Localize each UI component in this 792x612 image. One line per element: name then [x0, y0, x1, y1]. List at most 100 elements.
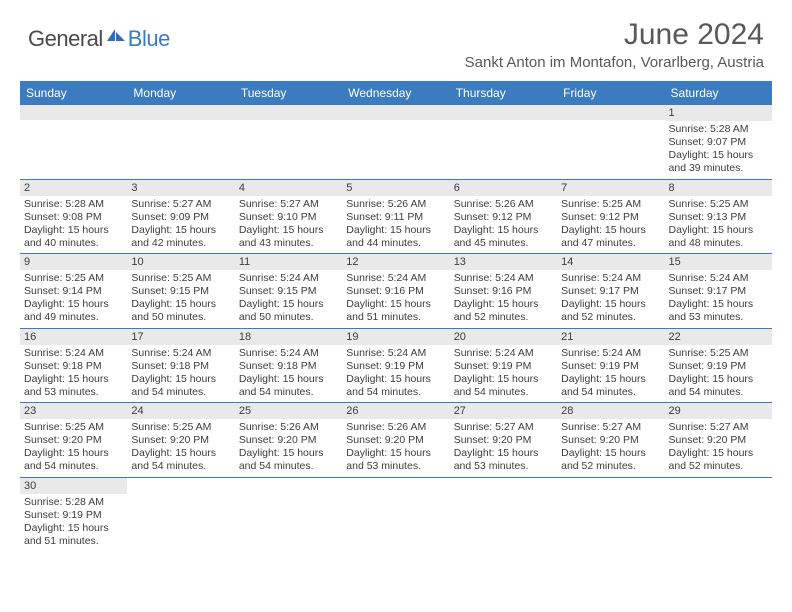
day-details: Sunrise: 5:26 AMSunset: 9:20 PMDaylight:…: [235, 419, 342, 477]
page-header: General Blue June 2024 Sankt Anton im Mo…: [0, 0, 792, 77]
day-details: Sunrise: 5:24 AMSunset: 9:19 PMDaylight:…: [342, 345, 449, 403]
day-cell: 30Sunrise: 5:28 AMSunset: 9:19 PMDayligh…: [20, 477, 127, 551]
day-details: Sunrise: 5:26 AMSunset: 9:20 PMDaylight:…: [342, 419, 449, 477]
logo-text-blue: Blue: [128, 26, 170, 52]
day-number: 12: [342, 254, 449, 270]
day-details: Sunrise: 5:25 AMSunset: 9:12 PMDaylight:…: [557, 196, 664, 254]
day-number: 7: [557, 180, 664, 196]
day-cell: 11Sunrise: 5:24 AMSunset: 9:15 PMDayligh…: [235, 254, 342, 329]
day-number: 9: [20, 254, 127, 270]
day-cell: 3Sunrise: 5:27 AMSunset: 9:09 PMDaylight…: [127, 179, 234, 254]
day-cell: 27Sunrise: 5:27 AMSunset: 9:20 PMDayligh…: [450, 403, 557, 478]
day-number: 1: [665, 105, 772, 121]
day-details: Sunrise: 5:24 AMSunset: 9:16 PMDaylight:…: [450, 270, 557, 328]
day-details: Sunrise: 5:25 AMSunset: 9:14 PMDaylight:…: [20, 270, 127, 328]
day-details: Sunrise: 5:28 AMSunset: 9:07 PMDaylight:…: [665, 121, 772, 179]
day-cell: 22Sunrise: 5:25 AMSunset: 9:19 PMDayligh…: [665, 328, 772, 403]
day-cell: 19Sunrise: 5:24 AMSunset: 9:19 PMDayligh…: [342, 328, 449, 403]
day-cell: 15Sunrise: 5:24 AMSunset: 9:17 PMDayligh…: [665, 254, 772, 329]
empty-day-strip: [450, 105, 557, 120]
weekday-header: Sunday: [20, 81, 127, 105]
month-title: June 2024: [465, 18, 764, 52]
weekday-header: Monday: [127, 81, 234, 105]
day-cell: 29Sunrise: 5:27 AMSunset: 9:20 PMDayligh…: [665, 403, 772, 478]
day-cell: 20Sunrise: 5:24 AMSunset: 9:19 PMDayligh…: [450, 328, 557, 403]
day-cell: 7Sunrise: 5:25 AMSunset: 9:12 PMDaylight…: [557, 179, 664, 254]
weekday-header: Thursday: [450, 81, 557, 105]
day-details: Sunrise: 5:24 AMSunset: 9:16 PMDaylight:…: [342, 270, 449, 328]
day-number: 14: [557, 254, 664, 270]
day-number: 16: [20, 329, 127, 345]
weekday-header-row: SundayMondayTuesdayWednesdayThursdayFrid…: [20, 81, 772, 105]
day-cell: 13Sunrise: 5:24 AMSunset: 9:16 PMDayligh…: [450, 254, 557, 329]
header-right: June 2024 Sankt Anton im Montafon, Vorar…: [465, 18, 764, 73]
weekday-header: Wednesday: [342, 81, 449, 105]
day-number: 22: [665, 329, 772, 345]
day-cell: 18Sunrise: 5:24 AMSunset: 9:18 PMDayligh…: [235, 328, 342, 403]
day-details: Sunrise: 5:27 AMSunset: 9:20 PMDaylight:…: [557, 419, 664, 477]
day-number: 21: [557, 329, 664, 345]
calendar-row: 30Sunrise: 5:28 AMSunset: 9:19 PMDayligh…: [20, 477, 772, 551]
day-cell: 6Sunrise: 5:26 AMSunset: 9:12 PMDaylight…: [450, 179, 557, 254]
day-cell: 14Sunrise: 5:24 AMSunset: 9:17 PMDayligh…: [557, 254, 664, 329]
empty-cell: [235, 477, 342, 551]
empty-cell: [557, 477, 664, 551]
day-cell: 16Sunrise: 5:24 AMSunset: 9:18 PMDayligh…: [20, 328, 127, 403]
empty-cell: [450, 477, 557, 551]
calendar-row: 2Sunrise: 5:28 AMSunset: 9:08 PMDaylight…: [20, 179, 772, 254]
day-number: 4: [235, 180, 342, 196]
weekday-header: Friday: [557, 81, 664, 105]
day-cell: 9Sunrise: 5:25 AMSunset: 9:14 PMDaylight…: [20, 254, 127, 329]
day-details: Sunrise: 5:24 AMSunset: 9:17 PMDaylight:…: [557, 270, 664, 328]
day-details: Sunrise: 5:26 AMSunset: 9:11 PMDaylight:…: [342, 196, 449, 254]
empty-cell: [557, 105, 664, 179]
day-details: Sunrise: 5:25 AMSunset: 9:19 PMDaylight:…: [665, 345, 772, 403]
day-details: Sunrise: 5:28 AMSunset: 9:19 PMDaylight:…: [20, 494, 127, 552]
calendar-table: SundayMondayTuesdayWednesdayThursdayFrid…: [20, 81, 772, 551]
empty-cell: [235, 105, 342, 179]
day-number: 11: [235, 254, 342, 270]
day-number: 23: [20, 403, 127, 419]
empty-day-strip: [127, 105, 234, 120]
day-details: Sunrise: 5:25 AMSunset: 9:15 PMDaylight:…: [127, 270, 234, 328]
day-details: Sunrise: 5:24 AMSunset: 9:15 PMDaylight:…: [235, 270, 342, 328]
day-cell: 28Sunrise: 5:27 AMSunset: 9:20 PMDayligh…: [557, 403, 664, 478]
calendar-row: 1Sunrise: 5:28 AMSunset: 9:07 PMDaylight…: [20, 105, 772, 179]
day-number: 17: [127, 329, 234, 345]
empty-cell: [450, 105, 557, 179]
weekday-header: Tuesday: [235, 81, 342, 105]
day-details: Sunrise: 5:25 AMSunset: 9:20 PMDaylight:…: [20, 419, 127, 477]
day-cell: 21Sunrise: 5:24 AMSunset: 9:19 PMDayligh…: [557, 328, 664, 403]
day-details: Sunrise: 5:25 AMSunset: 9:20 PMDaylight:…: [127, 419, 234, 477]
day-cell: 2Sunrise: 5:28 AMSunset: 9:08 PMDaylight…: [20, 179, 127, 254]
day-number: 20: [450, 329, 557, 345]
day-cell: 5Sunrise: 5:26 AMSunset: 9:11 PMDaylight…: [342, 179, 449, 254]
day-cell: 10Sunrise: 5:25 AMSunset: 9:15 PMDayligh…: [127, 254, 234, 329]
day-number: 27: [450, 403, 557, 419]
day-number: 29: [665, 403, 772, 419]
day-number: 30: [20, 478, 127, 494]
day-details: Sunrise: 5:24 AMSunset: 9:17 PMDaylight:…: [665, 270, 772, 328]
empty-day-strip: [557, 105, 664, 120]
day-details: Sunrise: 5:24 AMSunset: 9:18 PMDaylight:…: [127, 345, 234, 403]
empty-day-strip: [235, 105, 342, 120]
day-number: 28: [557, 403, 664, 419]
empty-cell: [342, 105, 449, 179]
day-number: 19: [342, 329, 449, 345]
empty-cell: [127, 477, 234, 551]
day-details: Sunrise: 5:27 AMSunset: 9:10 PMDaylight:…: [235, 196, 342, 254]
day-cell: 12Sunrise: 5:24 AMSunset: 9:16 PMDayligh…: [342, 254, 449, 329]
day-number: 3: [127, 180, 234, 196]
day-number: 18: [235, 329, 342, 345]
day-cell: 25Sunrise: 5:26 AMSunset: 9:20 PMDayligh…: [235, 403, 342, 478]
day-details: Sunrise: 5:24 AMSunset: 9:19 PMDaylight:…: [557, 345, 664, 403]
day-details: Sunrise: 5:28 AMSunset: 9:08 PMDaylight:…: [20, 196, 127, 254]
empty-cell: [127, 105, 234, 179]
empty-cell: [665, 477, 772, 551]
day-details: Sunrise: 5:27 AMSunset: 9:09 PMDaylight:…: [127, 196, 234, 254]
day-details: Sunrise: 5:27 AMSunset: 9:20 PMDaylight:…: [450, 419, 557, 477]
day-details: Sunrise: 5:26 AMSunset: 9:12 PMDaylight:…: [450, 196, 557, 254]
day-cell: 1Sunrise: 5:28 AMSunset: 9:07 PMDaylight…: [665, 105, 772, 179]
calendar-body: 1Sunrise: 5:28 AMSunset: 9:07 PMDaylight…: [20, 105, 772, 551]
calendar-row: 9Sunrise: 5:25 AMSunset: 9:14 PMDaylight…: [20, 254, 772, 329]
